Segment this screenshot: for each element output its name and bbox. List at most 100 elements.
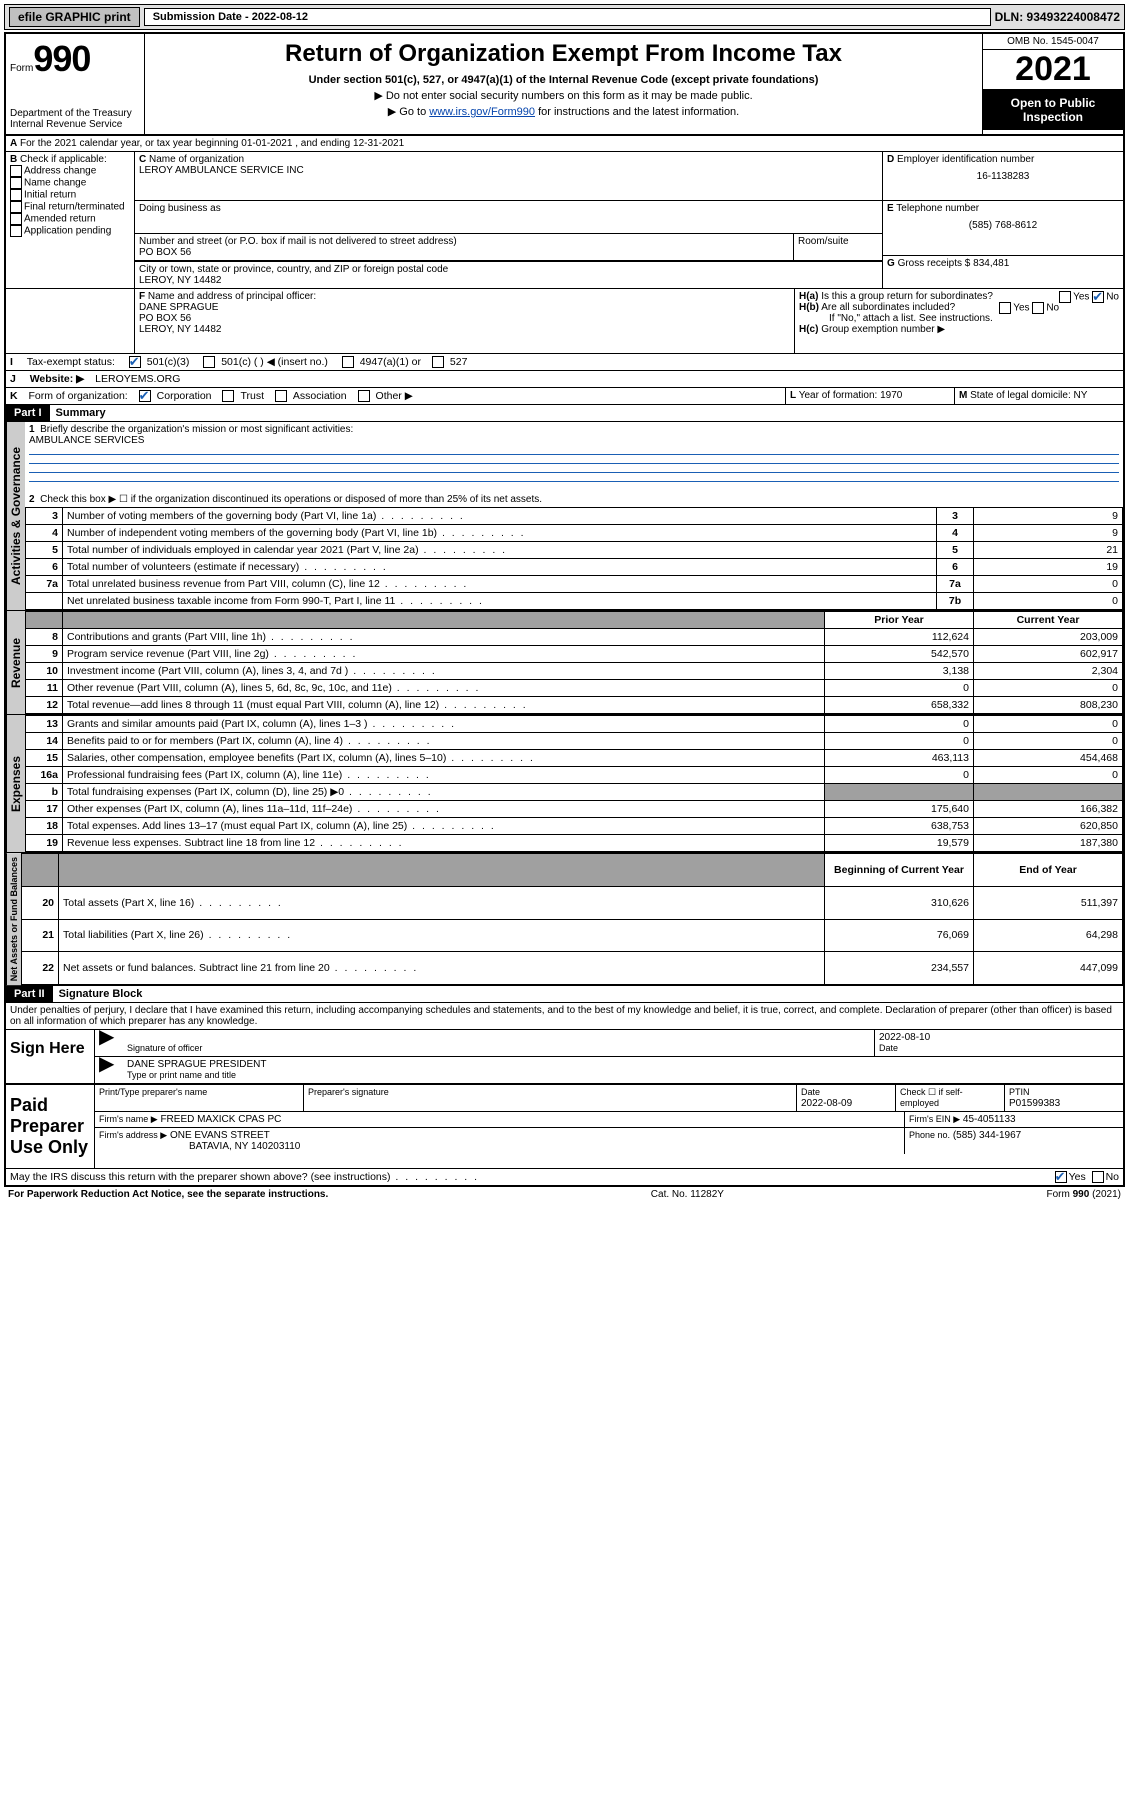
section-b-spacer — [6, 289, 135, 353]
footer-right: Form 990 (2021) — [1047, 1189, 1121, 1200]
k-trust[interactable] — [222, 390, 234, 402]
prep-sig-label: Preparer's signature — [308, 1087, 389, 1097]
b-check[interactable] — [10, 189, 22, 201]
form-number: 990 — [33, 38, 90, 79]
e-label: Telephone number — [896, 203, 979, 214]
table-revenue: Prior YearCurrent Year8Contributions and… — [25, 611, 1123, 714]
officer-addr1: PO BOX 56 — [139, 313, 790, 324]
k-corp[interactable] — [139, 390, 151, 402]
i-label: Tax-exempt status: — [27, 356, 115, 368]
website: LEROYEMS.ORG — [95, 373, 180, 385]
org-address: PO BOX 56 — [139, 247, 789, 258]
discuss-yes[interactable] — [1055, 1171, 1067, 1183]
date-label: Date — [879, 1043, 898, 1053]
discuss-text: May the IRS discuss this return with the… — [10, 1171, 479, 1183]
line-klm: K Form of organization: Corporation Trus… — [6, 388, 1123, 405]
block-bcdeg: B Check if applicable: Address changeNam… — [6, 152, 1123, 289]
i-opt2: 4947(a)(1) or — [360, 356, 421, 368]
firm-phone: (585) 344-1967 — [953, 1130, 1021, 1141]
g-label: Gross receipts $ — [898, 258, 971, 269]
discuss-no[interactable] — [1092, 1171, 1104, 1183]
header-left: Form990 Department of the Treasury Inter… — [6, 34, 145, 134]
line-j: J Website: ▶ LEROYEMS.ORG — [6, 371, 1123, 388]
part1-header: Part ISummary — [6, 405, 1123, 422]
j-label: Website: ▶ — [30, 373, 85, 385]
sig-officer-label: Signature of officer — [127, 1043, 202, 1053]
section-b: B Check if applicable: Address changeNam… — [6, 152, 135, 288]
prep-date: 2022-08-09 — [801, 1098, 852, 1109]
l-label: Year of formation: — [799, 390, 878, 401]
ha-yes[interactable] — [1059, 291, 1071, 303]
declaration: Under penalties of perjury, I declare th… — [6, 1003, 1123, 1029]
k-opt1: Trust — [240, 390, 264, 402]
header-mid: Return of Organization Exempt From Incom… — [145, 34, 982, 134]
i-501c3[interactable] — [129, 356, 141, 368]
officer-sig-label: Type or print name and title — [127, 1070, 236, 1080]
part2-header: Part IISignature Block — [6, 986, 1123, 1003]
ha-no[interactable] — [1092, 291, 1104, 303]
footer-left: For Paperwork Reduction Act Notice, see … — [8, 1189, 328, 1200]
i-opt3: 527 — [450, 356, 468, 368]
line-a: A For the 2021 calendar year, or tax yea… — [6, 136, 1123, 152]
sign-here-label: Sign Here — [6, 1030, 95, 1083]
part1-expenses: Expenses 13Grants and similar amounts pa… — [6, 715, 1123, 853]
discuss-line: May the IRS discuss this return with the… — [6, 1169, 1123, 1185]
i-4947[interactable] — [342, 356, 354, 368]
top-bar: efile GRAPHIC print Submission Date - 20… — [4, 4, 1125, 30]
irs-link[interactable]: www.irs.gov/Form990 — [429, 106, 535, 118]
public-inspection: Open to Public Inspection — [983, 90, 1123, 130]
i-527[interactable] — [432, 356, 444, 368]
part1-title: Summary — [50, 405, 112, 421]
k-assoc[interactable] — [275, 390, 287, 402]
omb-number: OMB No. 1545-0047 — [983, 34, 1123, 50]
part1-revenue: Revenue Prior YearCurrent Year8Contribut… — [6, 611, 1123, 715]
dba-label: Doing business as — [139, 203, 878, 214]
officer-sig-name: DANE SPRAGUE PRESIDENT — [127, 1059, 266, 1070]
b-check[interactable] — [10, 201, 22, 213]
firm-phone-label: Phone no. — [909, 1130, 950, 1140]
b-check[interactable] — [10, 177, 22, 189]
sig-date: 2022-08-10 — [879, 1032, 930, 1043]
q1-label: Briefly describe the organization's miss… — [40, 424, 353, 435]
tab-revenue: Revenue — [6, 611, 25, 714]
addr-label: Number and street (or P.O. box if mail i… — [139, 236, 789, 247]
firm-addr1: ONE EVANS STREET — [170, 1130, 270, 1141]
section-c: C Name of organization LEROY AMBULANCE S… — [135, 152, 883, 288]
form-subtitle: Under section 501(c), 527, or 4947(a)(1)… — [153, 74, 974, 86]
b-check[interactable] — [10, 165, 22, 177]
note-link: Go to www.irs.gov/Form990 for instructio… — [153, 105, 974, 118]
org-name: LEROY AMBULANCE SERVICE INC — [139, 165, 878, 176]
firm-ein: 45-4051133 — [963, 1114, 1016, 1125]
section-h: H(a) Is this a group return for subordin… — [795, 289, 1123, 353]
hb-no[interactable] — [1032, 302, 1044, 314]
k-opt3: Other ▶ — [376, 390, 413, 402]
section-f: F Name and address of principal officer:… — [135, 289, 795, 353]
ein: 16-1138283 — [887, 171, 1119, 182]
d-label: Employer identification number — [897, 154, 1034, 165]
efile-button[interactable]: efile GRAPHIC print — [9, 7, 140, 27]
dept-label: Department of the Treasury — [10, 108, 140, 119]
b-check[interactable] — [10, 213, 22, 225]
table-governance: 3Number of voting members of the governi… — [25, 507, 1123, 610]
m-val: NY — [1074, 390, 1088, 401]
firm-name-label: Firm's name ▶ — [99, 1114, 158, 1124]
hb-yes[interactable] — [999, 302, 1011, 314]
header-right: OMB No. 1545-0047 2021 Open to Public In… — [982, 34, 1123, 134]
i-501c[interactable] — [203, 356, 215, 368]
table-expenses: 13Grants and similar amounts paid (Part … — [25, 715, 1123, 852]
form-label: Form — [10, 63, 33, 74]
k-other[interactable] — [358, 390, 370, 402]
phone: (585) 768-8612 — [887, 220, 1119, 231]
tax-year: 2021 — [983, 50, 1123, 90]
form-outer: Form990 Department of the Treasury Inter… — [4, 32, 1125, 1187]
footer-mid: Cat. No. 11282Y — [651, 1189, 724, 1200]
tab-governance: Activities & Governance — [6, 422, 25, 610]
tab-netassets: Net Assets or Fund Balances — [6, 853, 21, 985]
note2-pre: Go to — [399, 106, 429, 118]
paid-preparer-block: Paid Preparer Use Only Print/Type prepar… — [6, 1084, 1123, 1169]
section-deg: D Employer identification number 16-1138… — [883, 152, 1123, 288]
paid-preparer-label: Paid Preparer Use Only — [6, 1085, 95, 1168]
firm-addr-label: Firm's address ▶ — [99, 1130, 167, 1140]
b-check[interactable] — [10, 225, 22, 237]
part2-title: Signature Block — [53, 986, 149, 1002]
